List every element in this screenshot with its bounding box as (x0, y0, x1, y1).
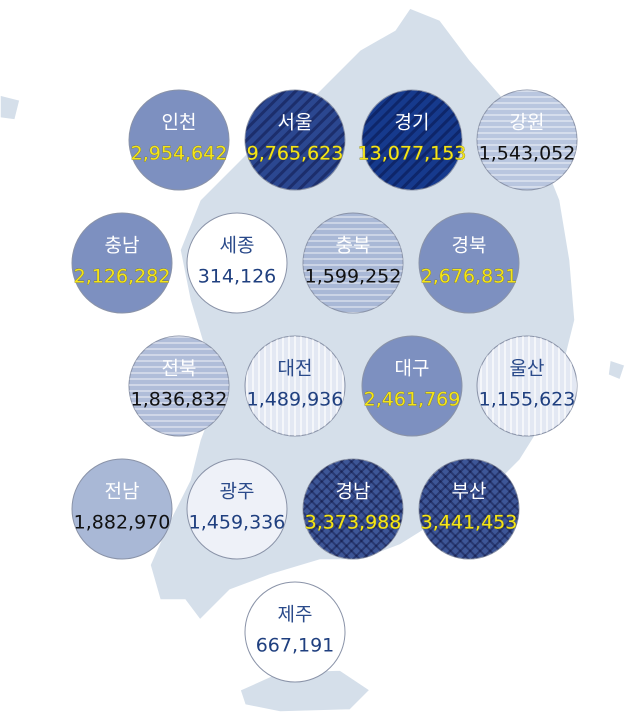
region-population: 667,191 (256, 635, 335, 657)
region-population: 1,836,832 (131, 389, 228, 411)
region-population: 13,077,153 (358, 143, 467, 165)
region: 광주 1,459,336 (186, 458, 288, 560)
region: 울산 1,155,623 (476, 335, 578, 437)
region: 인천 2,954,642 (128, 89, 230, 191)
region-population: 1,489,936 (247, 389, 344, 411)
region-name: 부산 (452, 481, 487, 503)
region-population: 1,882,970 (74, 512, 171, 534)
region-pattern (303, 213, 403, 313)
region-population: 1,543,052 (479, 143, 576, 165)
region-circle (244, 581, 346, 683)
region-circle (186, 458, 288, 560)
region: 경남 3,373,988 (302, 458, 404, 560)
region: 강원 1,543,052 (476, 89, 578, 191)
region-name: 광주 (220, 481, 255, 503)
region-circle (361, 335, 463, 437)
region: 경북 2,676,831 (418, 212, 520, 314)
region: 전남 1,882,970 (71, 458, 173, 560)
region-name: 경북 (452, 235, 487, 257)
region-name: 인천 (162, 112, 197, 134)
region-name: 울산 (510, 358, 545, 380)
region-population: 9,765,623 (247, 143, 344, 165)
region-pattern (362, 90, 462, 190)
region-name: 강원 (510, 112, 545, 134)
region: 대구 2,461,769 (361, 335, 463, 437)
region-population: 2,954,642 (131, 143, 228, 165)
region-name: 대전 (278, 358, 313, 380)
region-pattern (477, 336, 577, 436)
region-population: 1,459,336 (189, 512, 286, 534)
region: 세종 314,126 (186, 212, 288, 314)
region-pattern (129, 336, 229, 436)
region-name: 경남 (336, 481, 371, 503)
region-pattern (303, 459, 403, 559)
region-name: 대구 (395, 358, 430, 380)
region: 충남 2,126,282 (71, 212, 173, 314)
region-population: 3,441,453 (421, 512, 518, 534)
region: 전북 1,836,832 (128, 335, 230, 437)
region: 대전 1,489,936 (244, 335, 346, 437)
region-pattern (245, 336, 345, 436)
region-name: 서울 (278, 112, 313, 134)
region-pattern (477, 90, 577, 190)
region-name: 충북 (336, 235, 371, 257)
region-circle (128, 89, 230, 191)
region-name: 경기 (395, 112, 430, 134)
region-name: 전남 (105, 481, 140, 503)
region: 충북 1,599,252 (302, 212, 404, 314)
region-population: 314,126 (198, 266, 277, 288)
region-population: 1,155,623 (479, 389, 576, 411)
region-population: 2,126,282 (74, 266, 171, 288)
region: 제주 667,191 (244, 581, 346, 683)
region-population: 2,461,769 (364, 389, 461, 411)
regions: 인천 2,954,642 서울 9,765,623 경기 13,077,153 강원 1,54… (71, 89, 578, 683)
region-population: 1,599,252 (305, 266, 402, 288)
region-pattern (245, 90, 345, 190)
region-population: 3,373,988 (305, 512, 402, 534)
region-circle (71, 212, 173, 314)
region-name: 전북 (162, 358, 197, 380)
region-pattern (419, 459, 519, 559)
region: 서울 9,765,623 (244, 89, 346, 191)
region-circle (418, 212, 520, 314)
region-name: 제주 (278, 604, 313, 626)
region-name: 충남 (105, 235, 140, 257)
region-circle (186, 212, 288, 314)
region-name: 세종 (220, 235, 255, 257)
region: 부산 3,441,453 (418, 458, 520, 560)
region-population: 2,676,831 (421, 266, 518, 288)
region: 경기 13,077,153 (357, 89, 467, 191)
region-circle (71, 458, 173, 560)
